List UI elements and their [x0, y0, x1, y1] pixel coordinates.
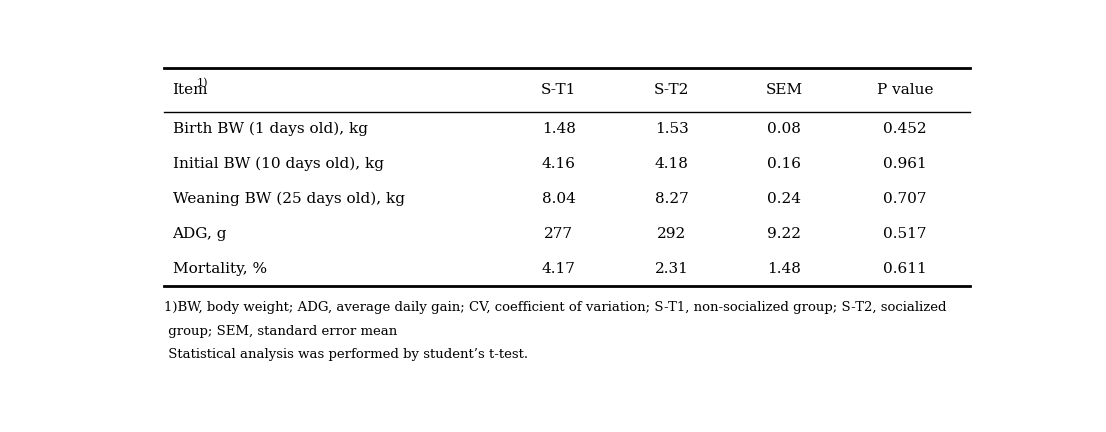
Text: 9.22: 9.22: [768, 227, 802, 241]
Text: S-T2: S-T2: [654, 83, 689, 97]
Text: 0.961: 0.961: [884, 157, 927, 171]
Text: 4.18: 4.18: [655, 157, 689, 171]
Text: 1.48: 1.48: [768, 262, 802, 276]
Text: 4.16: 4.16: [542, 157, 576, 171]
Text: 2.31: 2.31: [655, 262, 689, 276]
Text: Weaning BW (25 days old), kg: Weaning BW (25 days old), kg: [173, 192, 405, 206]
Text: 1.53: 1.53: [655, 122, 688, 136]
Text: S-T1: S-T1: [541, 83, 576, 97]
Text: 292: 292: [657, 227, 686, 241]
Text: 4.17: 4.17: [542, 262, 576, 276]
Text: 1.48: 1.48: [542, 122, 576, 136]
Text: 0.707: 0.707: [884, 192, 927, 206]
Text: 0.517: 0.517: [884, 227, 927, 241]
Text: P value: P value: [877, 83, 933, 97]
Text: 8.04: 8.04: [542, 192, 576, 206]
Text: ADG, g: ADG, g: [173, 227, 227, 241]
Text: Item: Item: [173, 83, 208, 97]
Text: Birth BW (1 days old), kg: Birth BW (1 days old), kg: [173, 122, 367, 137]
Text: 1): 1): [197, 78, 208, 89]
Text: SEM: SEM: [765, 83, 803, 97]
Text: Initial BW (10 days old), kg: Initial BW (10 days old), kg: [173, 157, 384, 172]
Text: 0.08: 0.08: [768, 122, 802, 136]
Text: group; SEM, standard error mean: group; SEM, standard error mean: [164, 324, 397, 337]
Text: 0.16: 0.16: [768, 157, 802, 171]
Text: 8.27: 8.27: [655, 192, 688, 206]
Text: 0.611: 0.611: [884, 262, 927, 276]
Text: 1)BW, body weight; ADG, average daily gain; CV, coefficient of variation; S-T1, : 1)BW, body weight; ADG, average daily ga…: [164, 302, 947, 314]
Text: 0.452: 0.452: [884, 122, 927, 136]
Text: Mortality, %: Mortality, %: [173, 262, 267, 276]
Text: Statistical analysis was performed by student’s t-test.: Statistical analysis was performed by st…: [164, 348, 528, 361]
Text: 277: 277: [544, 227, 573, 241]
Text: 0.24: 0.24: [768, 192, 802, 206]
